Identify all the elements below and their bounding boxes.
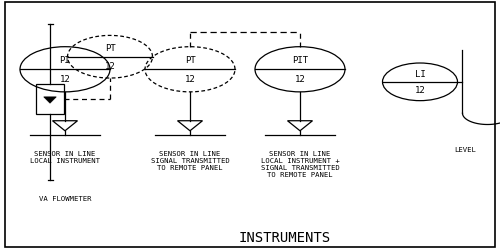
Text: PI: PI	[60, 56, 70, 65]
Text: LEVEL: LEVEL	[454, 146, 476, 152]
Text: 12: 12	[294, 75, 306, 84]
Text: 12: 12	[184, 75, 196, 84]
Text: VA FLOWMETER: VA FLOWMETER	[39, 195, 91, 201]
Polygon shape	[44, 98, 56, 104]
Text: 12: 12	[104, 62, 116, 71]
Text: PT: PT	[184, 56, 196, 65]
Text: PT: PT	[104, 44, 116, 53]
Text: LI: LI	[414, 70, 426, 79]
Text: SENSOR IN LINE
LOCAL INSTRUMENT +
SIGNAL TRANSMITTED
TO REMOTE PANEL: SENSOR IN LINE LOCAL INSTRUMENT + SIGNAL…	[260, 150, 340, 177]
Text: PIT: PIT	[292, 56, 308, 65]
Text: 12: 12	[60, 75, 70, 84]
Text: SENSOR IN LINE
LOCAL INSTRUMENT: SENSOR IN LINE LOCAL INSTRUMENT	[30, 150, 100, 163]
Text: SENSOR IN LINE
SIGNAL TRANSMITTED
TO REMOTE PANEL: SENSOR IN LINE SIGNAL TRANSMITTED TO REM…	[150, 150, 230, 170]
Bar	[36, 85, 64, 115]
Text: INSTRUMENTS: INSTRUMENTS	[239, 230, 331, 244]
Text: 12: 12	[414, 86, 426, 95]
